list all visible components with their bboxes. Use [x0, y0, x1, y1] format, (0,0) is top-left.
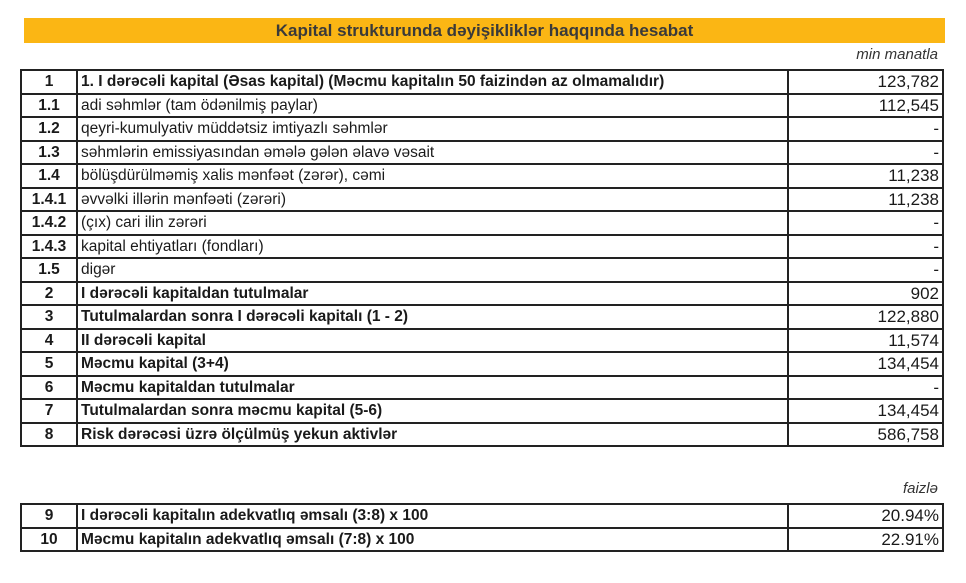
row-number: 3 — [20, 304, 78, 330]
row-label: I dərəcəli kapitalın adekvatlıq əmsalı (… — [76, 503, 789, 529]
row-label: Məcmu kapital (3+4) — [76, 351, 789, 377]
table-row: 1.4.2 (çıx) cari ilin zərəri - — [20, 210, 944, 236]
row-label: I dərəcəli kapitaldan tutulmalar — [76, 280, 789, 306]
row-label: bölüşdürülməmiş xalis mənfəət (zərər), c… — [76, 163, 789, 189]
capital-table: 1 1. I dərəcəli kapital (Əsas kapital) (M… — [20, 69, 944, 447]
row-label: Risk dərəcəsi üzrə ölçülmüş yekun aktivl… — [76, 421, 789, 447]
row-number: 1.2 — [20, 116, 78, 142]
report-title: Kapital strukturunda dəyişikliklər haqqı… — [24, 18, 945, 43]
row-label: qeyri-kumulyativ müddətsiz imtiyazlı səh… — [76, 116, 789, 142]
row-value: 20.94% — [787, 503, 944, 529]
row-value: 11,574 — [787, 327, 944, 353]
row-value: - — [787, 116, 944, 142]
table-row: 1.5 digər - — [20, 257, 944, 283]
table-row: 1.4.1 əvvəlki illərin mənfəəti (zərəri) 11… — [20, 186, 944, 212]
table-row: 8 Risk dərəcəsi üzrə ölçülmüş yekun aktiv… — [20, 421, 944, 447]
table-row: 7 Tutulmalardan sonra məcmu kapital (5-6)… — [20, 398, 944, 424]
unit-label: min manatla — [856, 46, 938, 63]
percent-unit-label: faizlə — [902, 480, 938, 497]
row-value: 112,545 — [787, 92, 944, 118]
row-label: (çıx) cari ilin zərəri — [76, 210, 789, 236]
row-label: kapital ehtiyatları (fondları) — [76, 233, 789, 259]
table-row: 1.2 qeyri-kumulyativ müddətsiz imtiyazlı … — [20, 116, 944, 142]
row-value: - — [787, 139, 944, 165]
row-value: 134,454 — [787, 398, 944, 424]
row-value: 902 — [787, 280, 944, 306]
row-value: - — [787, 257, 944, 283]
row-number: 6 — [20, 374, 78, 400]
row-value: - — [787, 210, 944, 236]
row-number: 2 — [20, 280, 78, 306]
row-value: 123,782 — [787, 69, 944, 95]
row-label: Məcmu kapitalın adekvatlıq əmsalı (7:8) … — [76, 526, 789, 552]
row-number: 5 — [20, 351, 78, 377]
row-number: 7 — [20, 398, 78, 424]
table-row: 4 II dərəcəli kapital 11,574 — [20, 327, 944, 353]
row-number: 1.3 — [20, 139, 78, 165]
table-row: 1.4 bölüşdürülməmiş xalis mənfəət (zərər)… — [20, 163, 944, 189]
row-value: 122,880 — [787, 304, 944, 330]
row-value: - — [787, 233, 944, 259]
row-number: 9 — [20, 503, 78, 529]
row-label: Məcmu kapitaldan tutulmalar — [76, 374, 789, 400]
row-number: 4 — [20, 327, 78, 353]
row-number: 1.4.1 — [20, 186, 78, 212]
row-value: 586,758 — [787, 421, 944, 447]
row-label: əvvəlki illərin mənfəəti (zərəri) — [76, 186, 789, 212]
table-row: 10 Məcmu kapitalın adekvatlıq əmsalı (7:8… — [20, 526, 944, 552]
row-number: 10 — [20, 526, 78, 552]
table-row: 1 1. I dərəcəli kapital (Əsas kapital) (M… — [20, 69, 944, 95]
row-value: 134,454 — [787, 351, 944, 377]
table-row: 3 Tutulmalardan sonra I dərəcəli kapitalı… — [20, 304, 944, 330]
table-row: 6 Məcmu kapitaldan tutulmalar - — [20, 374, 944, 400]
table-row: 1.1 adi səhmlər (tam ödənilmiş paylar) 112… — [20, 92, 944, 118]
row-value: - — [787, 374, 944, 400]
row-value: 11,238 — [787, 163, 944, 189]
row-label: Tutulmalardan sonra məcmu kapital (5-6) — [76, 398, 789, 424]
row-label: adi səhmlər (tam ödənilmiş paylar) — [76, 92, 789, 118]
table-row: 5 Məcmu kapital (3+4) 134,454 — [20, 351, 944, 377]
row-value: 11,238 — [787, 186, 944, 212]
row-number: 1 — [20, 69, 78, 95]
row-number: 1.4.2 — [20, 210, 78, 236]
table-row: 1.4.3 kapital ehtiyatları (fondları) - — [20, 233, 944, 259]
row-label: 1. I dərəcəli kapital (Əsas kapital) (Mə… — [76, 69, 789, 95]
row-label: digər — [76, 257, 789, 283]
row-number: 1.4.3 — [20, 233, 78, 259]
row-label: Tutulmalardan sonra I dərəcəli kapitalı … — [76, 304, 789, 330]
table-row: 1.3 səhmlərin emissiyasından əmələ gələn … — [20, 139, 944, 165]
row-number: 1.4 — [20, 163, 78, 189]
row-number: 1.5 — [20, 257, 78, 283]
row-label: II dərəcəli kapital — [76, 327, 789, 353]
row-number: 8 — [20, 421, 78, 447]
row-value: 22.91% — [787, 526, 944, 552]
row-label: səhmlərin emissiyasından əmələ gələn əla… — [76, 139, 789, 165]
row-number: 1.1 — [20, 92, 78, 118]
